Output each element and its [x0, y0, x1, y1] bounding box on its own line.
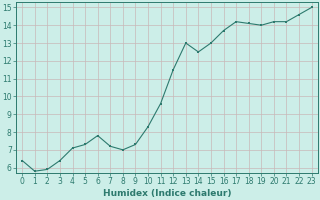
X-axis label: Humidex (Indice chaleur): Humidex (Indice chaleur) — [103, 189, 231, 198]
